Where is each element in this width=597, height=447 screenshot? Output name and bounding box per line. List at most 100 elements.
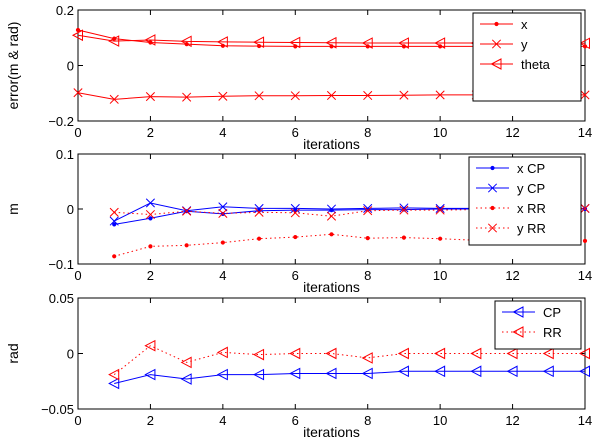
x-tick-label: 6	[292, 125, 299, 140]
y-tick-label: 0.05	[49, 291, 74, 306]
x-tick-label: 10	[433, 413, 447, 428]
data-point	[399, 205, 409, 215]
data-point	[438, 236, 443, 241]
legend-label: theta	[521, 57, 551, 72]
legend-box	[494, 300, 582, 350]
data-point	[361, 352, 373, 364]
data-point	[580, 203, 590, 214]
data-point	[252, 368, 265, 381]
data-point	[148, 244, 153, 249]
x-tick-label: 8	[364, 413, 371, 428]
data-point	[180, 373, 192, 385]
legend-label: x RR	[517, 201, 546, 216]
x-tick-label: 10	[433, 125, 447, 140]
x-tick-label: 8	[364, 125, 371, 140]
data-point	[182, 206, 192, 216]
data-point	[397, 347, 409, 360]
data-point	[399, 90, 409, 100]
data-point	[180, 35, 192, 48]
series-cp	[108, 365, 590, 390]
data-point	[435, 90, 445, 100]
data-point	[252, 36, 265, 49]
data-point	[256, 236, 262, 241]
x-axis-label: iterations	[303, 279, 360, 295]
data-point	[220, 240, 225, 245]
legend: CP RR	[494, 300, 582, 350]
data-point	[542, 347, 554, 360]
data-point	[254, 203, 264, 214]
series-line	[114, 370, 585, 384]
data-point	[325, 347, 337, 360]
data-point	[108, 368, 120, 381]
legend-marker	[490, 165, 495, 171]
data-point	[254, 207, 264, 217]
legend-label: y	[521, 37, 528, 52]
data-point	[252, 348, 265, 361]
y-axis-label: m	[5, 203, 21, 215]
y-tick-label: 0.1	[56, 147, 74, 162]
data-point	[397, 365, 409, 378]
data-point	[144, 339, 156, 352]
data-point	[326, 90, 337, 101]
data-point	[578, 365, 590, 378]
data-point	[470, 365, 482, 378]
data-point	[218, 202, 228, 212]
x-tick-label: 4	[219, 268, 226, 283]
data-point	[329, 232, 334, 237]
legend-marker	[512, 326, 524, 338]
y-axis-label: error(m & rad)	[5, 22, 21, 110]
legend-box	[468, 156, 582, 246]
data-point	[144, 368, 156, 381]
data-point	[289, 347, 301, 360]
data-point	[112, 222, 117, 227]
x-tick-label: 12	[505, 413, 519, 428]
legend-label: x CP	[517, 161, 545, 176]
data-point	[71, 29, 83, 42]
data-point	[434, 37, 446, 49]
data-point	[401, 235, 407, 240]
data-point	[325, 367, 337, 380]
legend-marker	[494, 21, 499, 27]
data-point	[109, 207, 119, 217]
data-point	[289, 36, 301, 49]
y-axis-label: rad	[5, 343, 21, 363]
legend-marker	[490, 205, 495, 211]
series-y-rr	[109, 203, 590, 221]
x-tick-label: 14	[578, 268, 592, 283]
data-point	[216, 368, 228, 381]
x-tick-label: 0	[74, 413, 81, 428]
data-point	[182, 92, 192, 102]
data-point	[145, 198, 155, 208]
y-tick-label: 0.2	[56, 3, 74, 18]
data-point	[363, 90, 373, 101]
x-tick-label: 2	[147, 125, 154, 140]
x-axis-label: iterations	[303, 136, 360, 152]
legend-label: y RR	[517, 221, 546, 236]
data-point	[290, 203, 300, 214]
x-tick-label: 6	[292, 413, 299, 428]
x-tick-label: 14	[578, 413, 592, 428]
data-point	[109, 94, 119, 104]
data-point	[290, 208, 300, 218]
x-tick-label: 4	[219, 413, 226, 428]
data-point	[145, 92, 155, 102]
data-point	[254, 91, 264, 101]
y-tick-label: −0.1	[48, 257, 74, 272]
series-rr	[108, 339, 590, 381]
x-tick-label: 0	[74, 125, 81, 140]
data-point	[145, 209, 155, 220]
x-axis-label: iterations	[303, 424, 360, 440]
x-tick-label: 14	[578, 125, 592, 140]
y-tick-label: 0	[67, 202, 74, 217]
data-point	[108, 35, 120, 47]
data-point	[218, 91, 228, 101]
y-tick-label: 0	[67, 347, 74, 362]
x-tick-label: 2	[147, 268, 154, 283]
x-tick-label: 12	[505, 125, 519, 140]
data-point	[109, 216, 119, 226]
data-point	[148, 216, 153, 221]
legend-label: CP	[543, 305, 561, 320]
data-point	[290, 91, 300, 101]
